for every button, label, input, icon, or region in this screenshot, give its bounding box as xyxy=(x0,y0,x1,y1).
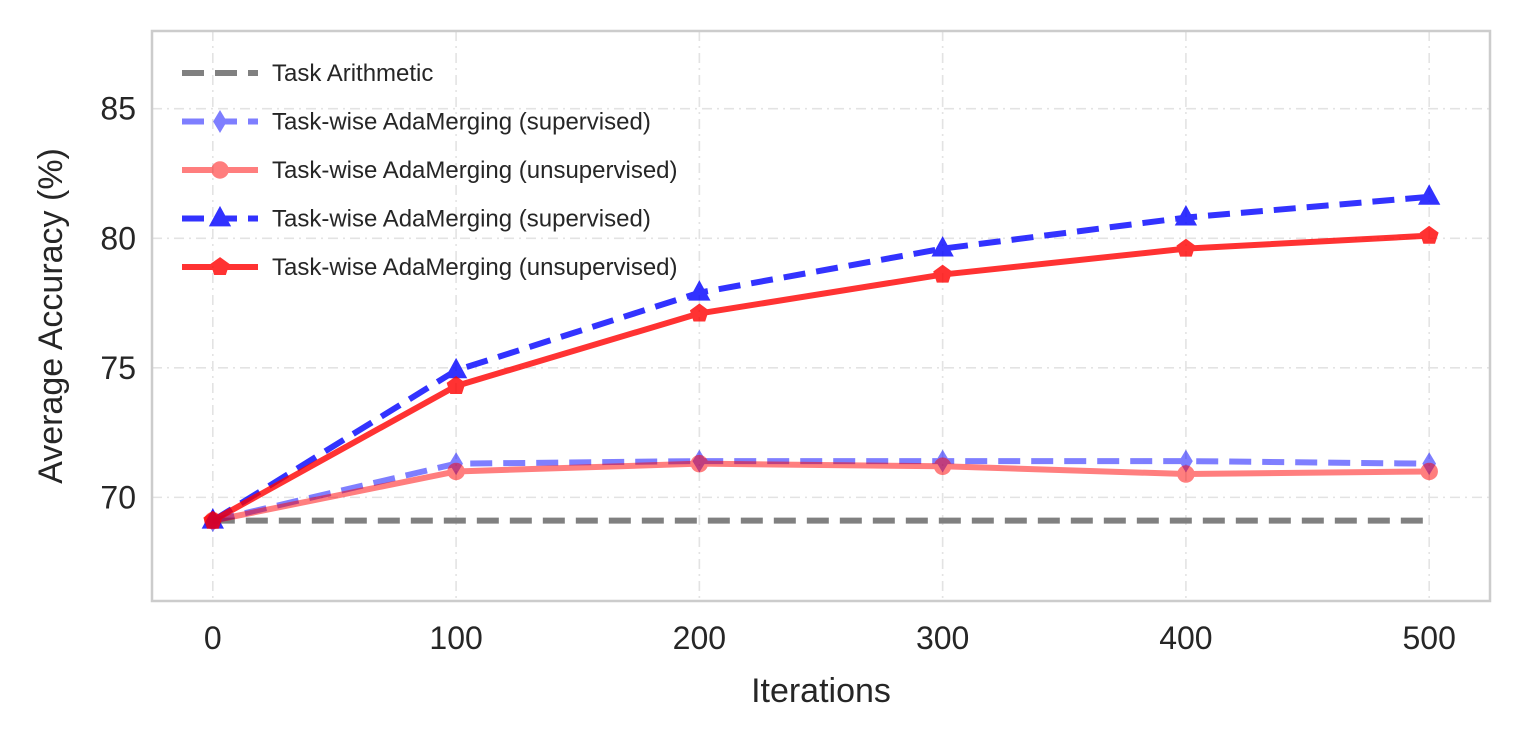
data-point xyxy=(1418,184,1441,205)
x-tick-label: 100 xyxy=(429,620,482,656)
grid xyxy=(152,31,1490,601)
data-point xyxy=(1176,238,1196,257)
legend-item: Task-wise AdaMerging (supervised) xyxy=(182,206,651,233)
data-point xyxy=(208,205,232,227)
legend-swatch xyxy=(182,110,258,133)
y-axis-title: Average Accuracy (%) xyxy=(32,148,70,484)
legend-swatch xyxy=(182,205,258,227)
legend-label: Task-wise AdaMerging (unsupervised) xyxy=(272,254,678,281)
data-point xyxy=(1174,204,1198,226)
x-tick-label: 200 xyxy=(673,620,726,656)
x-axis-title: Iterations xyxy=(751,672,891,710)
data-point xyxy=(447,462,465,481)
data-point xyxy=(933,457,952,476)
y-tick-label: 80 xyxy=(100,220,136,256)
tick-labels: 0 100 200 300 400 500 70 75 80 85 xyxy=(100,91,1455,656)
legend-swatch xyxy=(182,161,258,179)
legend-item: Task Arithmetic xyxy=(182,60,433,87)
legend-label: Task-wise AdaMerging (supervised) xyxy=(272,109,651,136)
series-5 xyxy=(203,225,1439,529)
legend: Task Arithmetic Task-wise AdaMerging (sup… xyxy=(182,60,678,281)
y-tick-label: 70 xyxy=(100,479,136,515)
legend-item: Task-wise AdaMerging (supervised) xyxy=(182,109,651,136)
legend-label: Task Arithmetic xyxy=(272,60,433,87)
data-point xyxy=(203,510,223,529)
data-point xyxy=(1420,462,1438,481)
series-line xyxy=(211,232,1430,524)
data-point xyxy=(690,454,709,473)
series-layer xyxy=(201,184,1441,533)
data-point xyxy=(446,376,466,394)
legend-item: Task-wise AdaMerging (unsupervised) xyxy=(182,254,678,281)
legend-swatch xyxy=(182,257,258,276)
legend-label: Task-wise AdaMerging (unsupervised) xyxy=(272,157,678,184)
y-tick-label: 75 xyxy=(100,350,136,386)
data-point xyxy=(213,110,227,133)
data-point xyxy=(1419,225,1439,244)
x-tick-label: 400 xyxy=(1159,620,1212,656)
x-tick-label: 300 xyxy=(916,620,969,656)
data-point xyxy=(933,264,953,283)
data-point xyxy=(689,303,709,322)
data-point xyxy=(931,236,954,257)
legend-item: Task-wise AdaMerging (unsupervised) xyxy=(182,157,678,184)
series-line xyxy=(212,460,1430,524)
data-point xyxy=(210,257,230,276)
plot-frame xyxy=(150,29,1492,603)
series-line xyxy=(212,458,1430,524)
data-point xyxy=(688,280,711,301)
y-tick-label: 85 xyxy=(100,91,136,127)
legend-label: Task-wise AdaMerging (supervised) xyxy=(272,206,651,233)
x-tick-label: 0 xyxy=(204,620,222,656)
x-tick-label: 500 xyxy=(1402,620,1455,656)
data-point xyxy=(1177,465,1195,483)
series-line xyxy=(211,193,1430,524)
data-point xyxy=(211,161,229,179)
